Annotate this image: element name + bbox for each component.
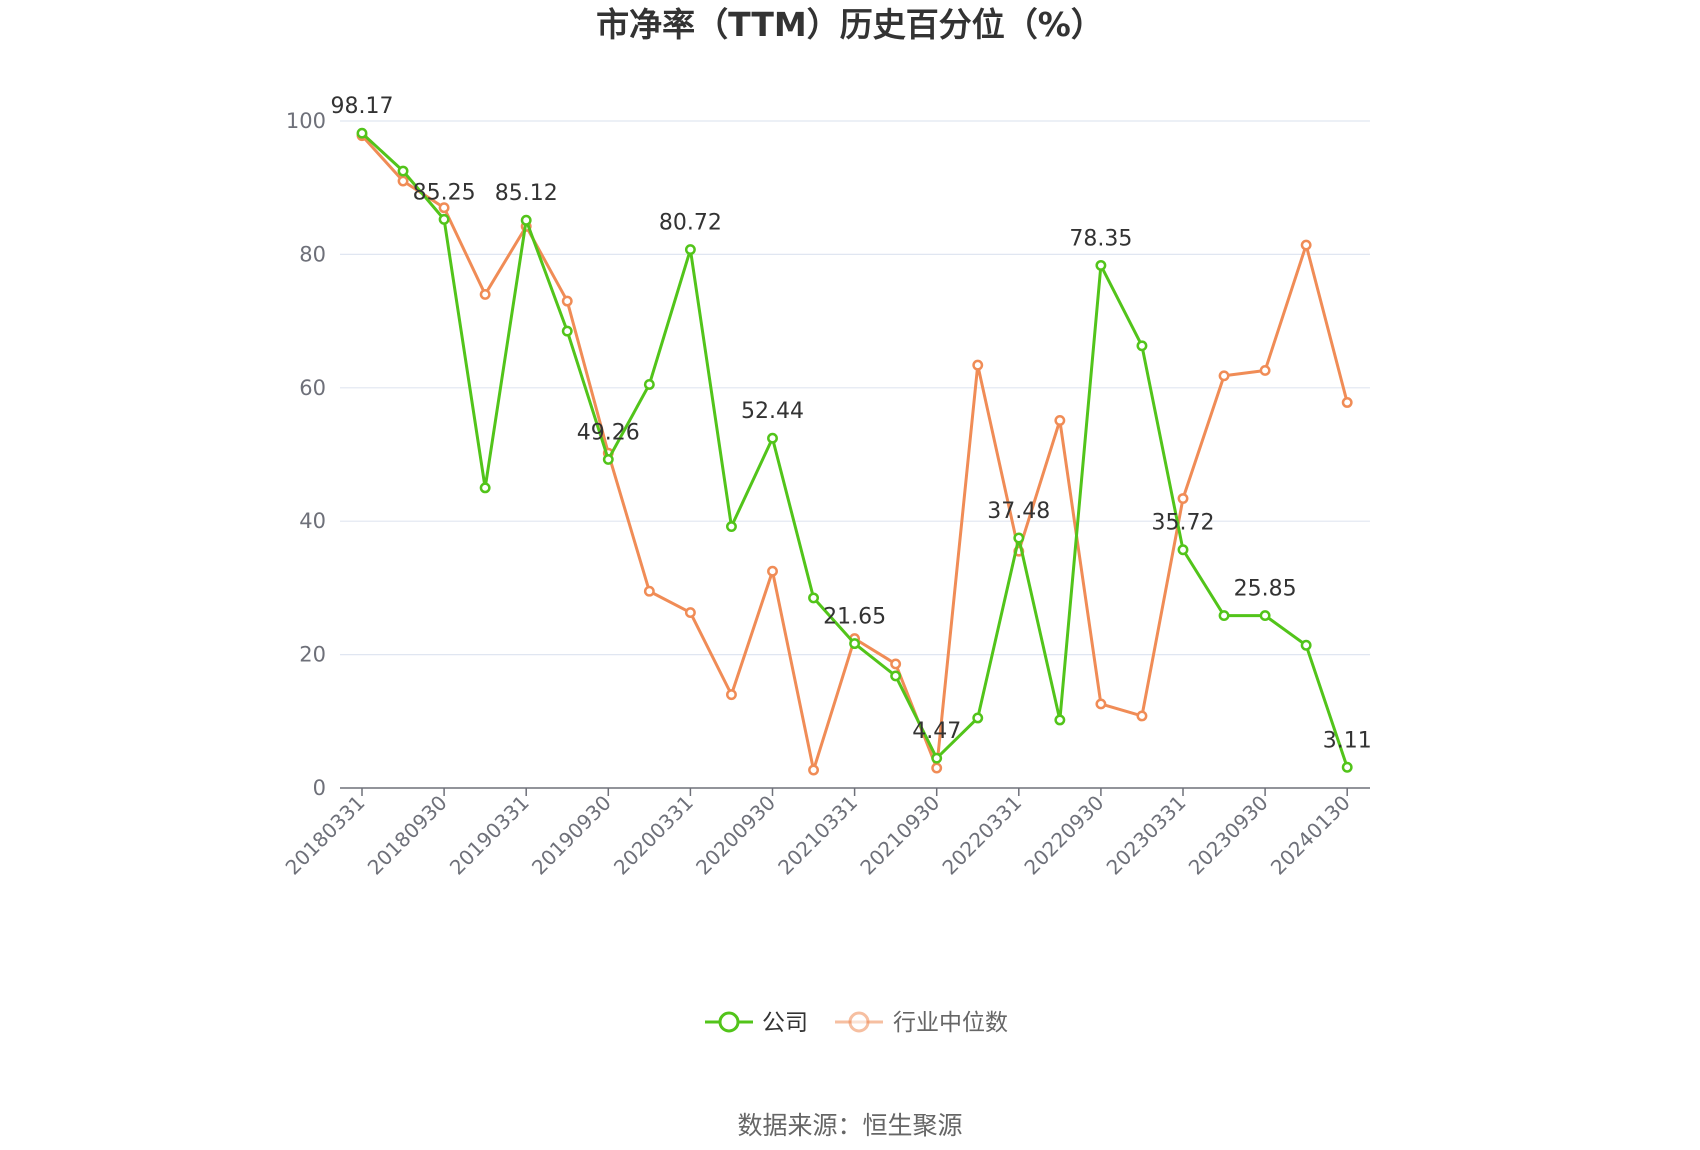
- data-point[interactable]: [479, 482, 491, 494]
- data-point[interactable]: [726, 689, 737, 701]
- data-point[interactable]: [1259, 365, 1271, 376]
- data-point[interactable]: [397, 165, 409, 177]
- x-tick-label: 20210930: [855, 791, 944, 880]
- x-tick-label: 20180930: [363, 791, 452, 880]
- series-line-1: [360, 134, 1349, 772]
- y-tick-label: 60: [299, 376, 326, 400]
- data-label: 78.35: [1069, 226, 1132, 251]
- y-tick-label: 20: [299, 643, 326, 667]
- data-point[interactable]: [479, 288, 491, 300]
- data-point[interactable]: [1013, 532, 1025, 544]
- y-tick-label: 40: [299, 509, 326, 533]
- x-tick-label: 20240130: [1266, 791, 1355, 880]
- x-tick-label: 20210331: [773, 791, 862, 880]
- legend-label: 公司: [762, 1010, 808, 1036]
- x-tick-label: 20200331: [609, 791, 698, 880]
- y-tick-label: 80: [299, 242, 326, 266]
- y-tick-label: 0: [313, 776, 326, 800]
- data-label: 85.25: [413, 180, 476, 205]
- chart-title: 市净率（TTM）历史百分位（%）: [596, 5, 1104, 44]
- legend-label: 行业中位数: [893, 1010, 1008, 1036]
- data-point[interactable]: [849, 638, 861, 650]
- data-label: 21.65: [823, 605, 886, 630]
- data-point[interactable]: [1341, 761, 1353, 773]
- data-point[interactable]: [520, 214, 532, 226]
- x-tick-label: 20220930: [1019, 791, 1108, 880]
- data-point[interactable]: [1218, 370, 1230, 382]
- data-point[interactable]: [1136, 710, 1148, 722]
- legend-item-0[interactable]: 公司: [705, 1010, 808, 1036]
- data-point[interactable]: [561, 325, 573, 337]
- data-label: 3.11: [1323, 728, 1372, 753]
- data-point[interactable]: [890, 658, 902, 670]
- data-point[interactable]: [931, 762, 943, 774]
- legend[interactable]: 公司 行业中位数: [705, 1010, 1008, 1036]
- legend-marker: [848, 1011, 870, 1033]
- x-tick-label: 20190930: [527, 791, 616, 880]
- data-point[interactable]: [890, 670, 902, 682]
- data-point[interactable]: [643, 585, 655, 597]
- x-tick-label: 20230331: [1102, 791, 1191, 880]
- data-point[interactable]: [356, 127, 368, 139]
- data-labels: 98.17 85.25 85.12 49.26 80.72 52.44 21.65 4.47 3…: [331, 94, 1372, 753]
- y-axis: 0 20 40 60 80 100: [286, 109, 326, 800]
- data-point[interactable]: [767, 565, 778, 577]
- data-label: 25.85: [1234, 577, 1297, 602]
- data-point[interactable]: [767, 432, 778, 444]
- y-tick-label: 100: [286, 109, 326, 133]
- data-label: 35.72: [1152, 511, 1215, 536]
- data-point[interactable]: [643, 379, 655, 390]
- x-tick-label: 20220331: [937, 791, 1026, 880]
- data-point[interactable]: [397, 175, 409, 187]
- x-tick-label: 20180331: [281, 791, 370, 880]
- data-point[interactable]: [808, 592, 819, 604]
- data-label: 37.48: [987, 499, 1050, 524]
- legend-item-1[interactable]: 行业中位数: [835, 1010, 1008, 1036]
- x-tick-label: 20190331: [445, 791, 534, 880]
- data-point[interactable]: [1054, 415, 1066, 426]
- data-point[interactable]: [684, 244, 696, 256]
- data-point[interactable]: [1300, 639, 1312, 651]
- legend-marker: [718, 1011, 740, 1033]
- data-point[interactable]: [1095, 259, 1107, 271]
- data-label: 4.47: [912, 719, 961, 744]
- grid-lines: [340, 120, 1370, 656]
- data-point[interactable]: [972, 712, 984, 724]
- data-point[interactable]: [931, 752, 943, 764]
- data-label: 85.12: [495, 181, 558, 206]
- data-point[interactable]: [1177, 544, 1189, 556]
- data-point[interactable]: [726, 521, 737, 532]
- data-point[interactable]: [1054, 714, 1066, 726]
- data-source: 数据来源：恒生聚源: [737, 1111, 962, 1140]
- x-axis: 2018033120180930201903312019093020200331…: [281, 787, 1370, 880]
- data-point[interactable]: [972, 359, 984, 371]
- data-point[interactable]: [1177, 493, 1189, 504]
- data-point[interactable]: [438, 202, 450, 214]
- data-label: 80.72: [659, 211, 722, 236]
- data-point[interactable]: [1259, 610, 1271, 622]
- data-point[interactable]: [1095, 698, 1107, 710]
- data-label: 49.26: [577, 420, 640, 445]
- data-point[interactable]: [1218, 610, 1230, 622]
- data-point[interactable]: [1341, 397, 1353, 408]
- data-point[interactable]: [602, 453, 614, 465]
- data-point[interactable]: [808, 764, 819, 776]
- x-tick-label: 20230930: [1184, 791, 1273, 880]
- data-point[interactable]: [438, 213, 450, 225]
- x-tick-label: 20200930: [691, 791, 780, 880]
- data-label: 98.17: [331, 94, 394, 119]
- data-point[interactable]: [1300, 239, 1312, 251]
- data-point[interactable]: [561, 295, 573, 307]
- data-label: 52.44: [741, 399, 804, 424]
- data-point[interactable]: [684, 607, 696, 619]
- data-point[interactable]: [1136, 340, 1148, 352]
- series-group: [356, 127, 1353, 776]
